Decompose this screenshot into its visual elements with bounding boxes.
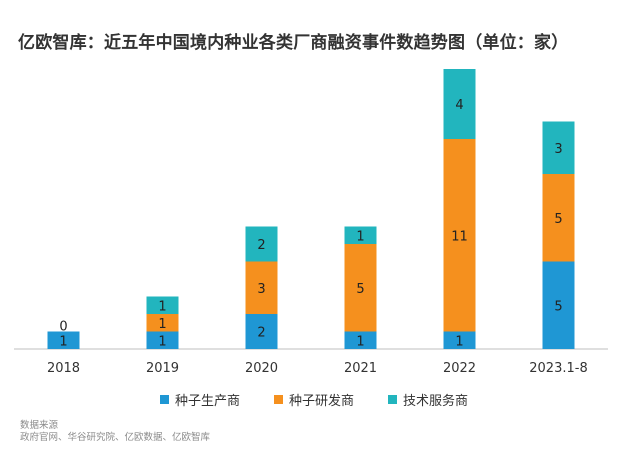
bar-segment-2020-2	[245, 226, 278, 262]
x-tick-label-2022: 2022	[443, 361, 476, 376]
bar-segment-2022-2	[443, 69, 476, 139]
legend-label-producer: 种子生产商	[175, 394, 241, 409]
data-label-2020-2: 2	[257, 238, 265, 253]
x-tick-label-2021: 2021	[344, 361, 377, 376]
data-label-2023.1-8-0: 5	[554, 299, 562, 314]
legend-swatch-rnd	[274, 395, 284, 404]
data-label-2023.1-8-2: 3	[554, 142, 562, 157]
data-label-2020-1: 3	[257, 282, 265, 297]
x-tick-label-2018: 2018	[47, 361, 80, 376]
bar-segment-2019-1	[146, 314, 179, 332]
bar-segment-2018-0	[47, 331, 80, 349]
chart-title: 亿欧智库：近五年中国境内种业各类厂商融资事件数趋势图（单位：家）	[18, 33, 569, 53]
data-source-label: 数据来源	[20, 420, 59, 431]
bar-segment-2023.1-8-0	[542, 261, 575, 349]
bar-segment-2023.1-8-2	[542, 121, 575, 174]
legend-item-rnd: 种子研发商	[274, 390, 354, 409]
x-tick-label-2019: 2019	[146, 361, 179, 376]
bar-segment-2022-0	[443, 331, 476, 349]
legend-label-service: 技术服务商	[403, 394, 469, 409]
legend-item-producer: 种子生产商	[160, 390, 240, 409]
data-label-2023.1-8-1: 5	[554, 212, 562, 227]
data-source: 数据来源 政府官网、华谷研究院、亿欧数据、亿欧智库	[20, 420, 220, 444]
data-label-2021-2: 1	[356, 229, 364, 244]
legend-item-service: 技术服务商	[388, 390, 468, 409]
bar-segment-2021-2	[344, 226, 377, 244]
data-label-2022-0: 1	[455, 334, 463, 349]
bar-segment-2019-2	[146, 296, 179, 314]
bar-segment-2019-0	[146, 331, 179, 349]
legend-swatch-producer	[160, 395, 169, 404]
x-tick-label-2023.1-8: 2023.1-8	[529, 361, 587, 376]
data-label-2021-0: 1	[356, 334, 364, 349]
data-label-2018-1: 0	[59, 320, 67, 335]
legend-swatch-service	[388, 395, 398, 404]
data-label-2022-1: 11	[451, 229, 468, 244]
data-label-2019-0: 1	[158, 334, 166, 349]
data-label-2021-1: 5	[356, 282, 364, 297]
bar-segment-2022-1	[443, 139, 476, 332]
x-tick-label-2020: 2020	[245, 361, 278, 376]
data-label-2018-0: 1	[59, 334, 67, 349]
bar-segment-2020-0	[245, 314, 278, 349]
bar-segment-2021-1	[344, 244, 377, 332]
data-source-text: 政府官网、华谷研究院、亿欧数据、亿欧智库	[20, 432, 211, 443]
data-label-2020-0: 2	[257, 326, 265, 341]
legend-label-rnd: 种子研发商	[289, 394, 355, 409]
data-label-2019-1: 1	[158, 317, 166, 332]
data-label-2022-2: 4	[455, 98, 463, 113]
bar-segment-2020-1	[245, 261, 278, 314]
chart-legend: 种子生产商 种子研发商 技术服务商	[160, 390, 468, 409]
data-label-2019-2: 1	[158, 299, 166, 314]
bar-segment-2023.1-8-1	[542, 174, 575, 262]
bar-segment-2021-0	[344, 331, 377, 349]
